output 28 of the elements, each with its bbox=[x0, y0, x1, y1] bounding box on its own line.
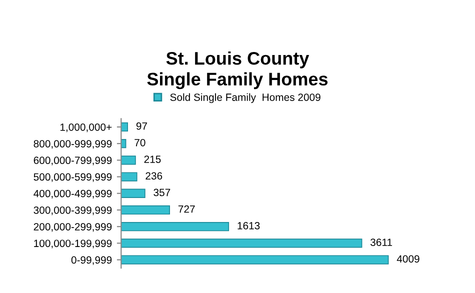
y-tick-label: 400,000-499,999 bbox=[34, 190, 112, 198]
y-tick-label: 500,000-599,999 bbox=[34, 173, 112, 182]
legend-label: Sold Single Family Homes 2009 bbox=[170, 93, 320, 104]
y-tick-label: 100,000-199,999 bbox=[34, 240, 112, 248]
data-label: 4009 bbox=[396, 255, 420, 263]
bar bbox=[121, 205, 170, 215]
y-tick-label: 1,000,000+ bbox=[60, 123, 112, 132]
data-label: 1613 bbox=[238, 222, 260, 230]
bar bbox=[121, 222, 230, 232]
y-tick-label: 600,000-799,999 bbox=[34, 156, 112, 166]
data-label: 727 bbox=[178, 205, 195, 213]
y-tick-label: 300,000-399,999 bbox=[34, 206, 112, 216]
bar bbox=[121, 122, 128, 132]
data-label: 70 bbox=[134, 138, 146, 146]
y-tick-label: 0-99,999 bbox=[71, 256, 112, 265]
bar bbox=[121, 172, 138, 182]
data-label: 357 bbox=[154, 188, 170, 196]
chart-title: St. Louis County Single Family Homes bbox=[147, 51, 328, 90]
data-label: 236 bbox=[146, 172, 162, 180]
bar bbox=[121, 156, 136, 165]
data-label: 97 bbox=[136, 122, 147, 130]
bar bbox=[121, 255, 389, 264]
bar bbox=[121, 188, 146, 198]
data-label: 215 bbox=[144, 156, 161, 163]
bar bbox=[121, 238, 362, 248]
y-tick-label: 800,000-999,999 bbox=[34, 140, 112, 149]
y-tick-label: 200,000-299,999 bbox=[34, 223, 112, 232]
data-label: 3611 bbox=[370, 238, 392, 246]
